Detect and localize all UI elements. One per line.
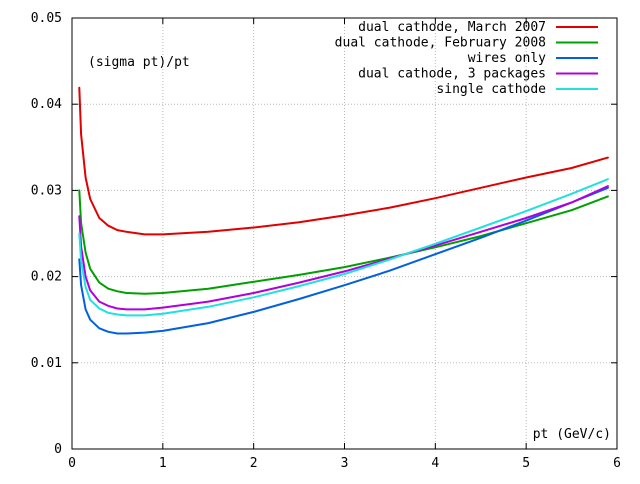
x-tick-label: 2 — [250, 456, 258, 471]
y-tick-label: 0.05 — [31, 11, 62, 26]
series-line-dual-cathode-march-2007 — [78, 86, 609, 236]
grid — [72, 18, 617, 449]
x-axis-label: pt (GeV/c) — [533, 427, 611, 442]
series-lines — [78, 86, 609, 335]
x-tick-label: 3 — [341, 456, 349, 471]
x-tick-label: 5 — [522, 456, 530, 471]
series-line-single-cathode — [78, 178, 609, 317]
x-tick-label: 1 — [159, 456, 167, 471]
x-tick-label: 4 — [431, 456, 439, 471]
series-line-wires-only — [78, 186, 609, 335]
y-tick-label: 0.03 — [31, 183, 62, 198]
legend-label: dual cathode, March 2007 — [358, 20, 546, 35]
legend-label: wires only — [468, 51, 546, 66]
y-axis-label: (sigma pt)/pt — [88, 55, 190, 70]
axes — [71, 17, 618, 450]
y-tick-label: 0.01 — [31, 356, 62, 371]
tick-labels: 0 1 2 3 4 5 6 0 0.01 0.02 0.03 0.04 0.05 — [31, 11, 621, 471]
y-tick-label: 0.02 — [31, 270, 62, 285]
x-tick-label: 6 — [613, 456, 621, 471]
y-tick-label: 0.04 — [31, 97, 62, 112]
y-tick-label: 0 — [54, 442, 62, 457]
legend-label: dual cathode, 3 packages — [358, 67, 546, 82]
series-line-dual-cathode-3-packages — [78, 185, 609, 311]
legend-label: dual cathode, February 2008 — [335, 36, 546, 51]
x-tick-label: 0 — [68, 456, 76, 471]
series-line-dual-cathode-february-2008 — [78, 189, 609, 295]
legend-label: single cathode — [436, 82, 546, 97]
